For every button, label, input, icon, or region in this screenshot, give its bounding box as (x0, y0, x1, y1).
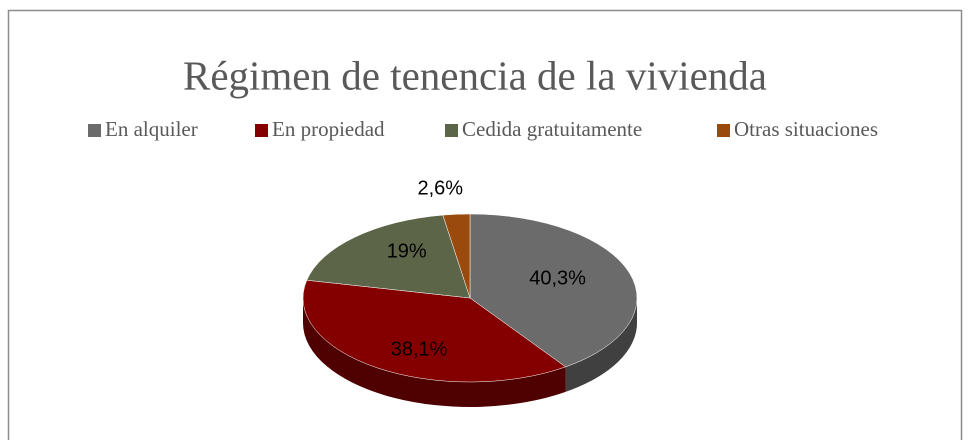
legend-label: Cedida gratuitamente (462, 117, 642, 141)
chart-title: Régimen de tenencia de la vivienda (183, 52, 767, 98)
legend-swatch (717, 124, 730, 137)
legend-swatch (88, 124, 101, 137)
legend-label: Otras situaciones (734, 117, 878, 141)
slice-side (303, 298, 566, 407)
legend-swatch (255, 124, 268, 137)
data-label: 2,6% (417, 177, 463, 199)
legend-swatch (445, 124, 458, 137)
slice (306, 214, 471, 299)
data-label: 40,3% (529, 267, 586, 289)
data-label: 38,1% (391, 339, 448, 361)
legend-label: En alquiler (105, 117, 198, 141)
slice (469, 213, 638, 368)
slice (302, 279, 567, 383)
chart-border (7, 9, 963, 440)
slice-side (565, 298, 637, 392)
data-label: 19% (387, 241, 427, 263)
legend-label: En propiedad (272, 117, 385, 141)
slice (442, 213, 471, 299)
